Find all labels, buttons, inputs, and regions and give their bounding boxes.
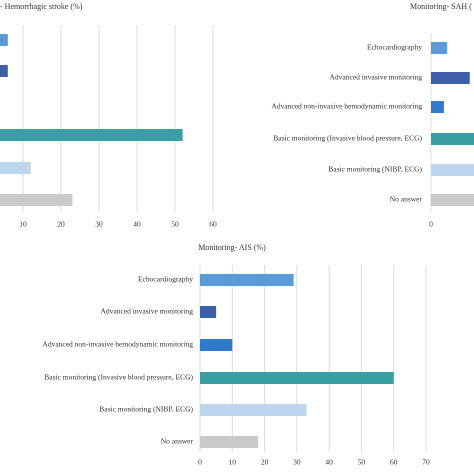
- category-label: No answer: [161, 437, 194, 446]
- bar: [200, 404, 307, 416]
- bar: [0, 129, 183, 141]
- x-tick-label: 30: [293, 458, 301, 467]
- x-tick-label: 20: [57, 220, 65, 229]
- bar: [431, 194, 474, 206]
- x-tick-label: 50: [171, 220, 179, 229]
- bar: [431, 101, 444, 113]
- panel: - Hemorrhagic stroke (%) 10 20 30 40 50 60: [0, 2, 217, 229]
- category-label: Advanced invasive monitoring: [101, 307, 194, 316]
- x-tick-label: 60: [209, 220, 217, 229]
- bar: [431, 133, 474, 145]
- category-label: Basic monitoring (NIBP, ECG): [99, 405, 193, 414]
- bar: [0, 162, 31, 174]
- category-label: Advanced invasive monitoring: [330, 73, 423, 82]
- bar: [0, 194, 73, 206]
- category-label: Basic monitoring (Invasive blood pressur…: [44, 373, 193, 382]
- x-tick-label: 10: [19, 220, 27, 229]
- x-tick-label: 60: [390, 458, 398, 467]
- bar: [0, 34, 8, 46]
- x-tick-label: 10: [229, 458, 237, 467]
- bar: [0, 65, 8, 77]
- category-label: Basic monitoring (Invasive blood pressur…: [273, 134, 422, 143]
- category-label: Echocardiography: [138, 275, 193, 284]
- category-label: Basic monitoring (NIBP, ECG): [328, 165, 422, 174]
- x-tick-label: 20: [261, 458, 269, 467]
- panel: Monitoring- AIS (%) 0 10 20 30 40 50 60 70 Echoca…: [42, 243, 430, 467]
- bar: [200, 372, 394, 384]
- panel-title: Monitoring- AIS (%): [198, 243, 266, 252]
- x-tick-label: 30: [95, 220, 103, 229]
- x-tick-label: 0: [198, 458, 202, 467]
- x-tick-label: 40: [325, 458, 333, 467]
- bar: [200, 339, 233, 351]
- bar: [200, 274, 294, 286]
- category-label: Advanced non-invasive hemodynamic monito…: [271, 102, 422, 111]
- x-tick-label: 70: [422, 458, 430, 467]
- x-tick-label: 50: [358, 458, 366, 467]
- panel-title: - Hemorrhagic stroke (%): [0, 2, 83, 11]
- bar: [431, 72, 470, 84]
- bar: [200, 436, 259, 448]
- bar: [431, 164, 474, 176]
- category-label: No answer: [390, 195, 423, 204]
- panel-title: Monitoring- SAH (: [410, 2, 472, 11]
- category-label: Advanced non-invasive hemodynamic monito…: [42, 340, 193, 349]
- category-label: Echocardiography: [367, 43, 422, 52]
- panel: Monitoring- SAH ( 0 Echocardiography Advanc…: [271, 2, 474, 229]
- bar: [200, 306, 217, 318]
- x-tick-label: 0: [429, 220, 433, 229]
- bar: [431, 42, 448, 54]
- x-tick-label: 40: [133, 220, 141, 229]
